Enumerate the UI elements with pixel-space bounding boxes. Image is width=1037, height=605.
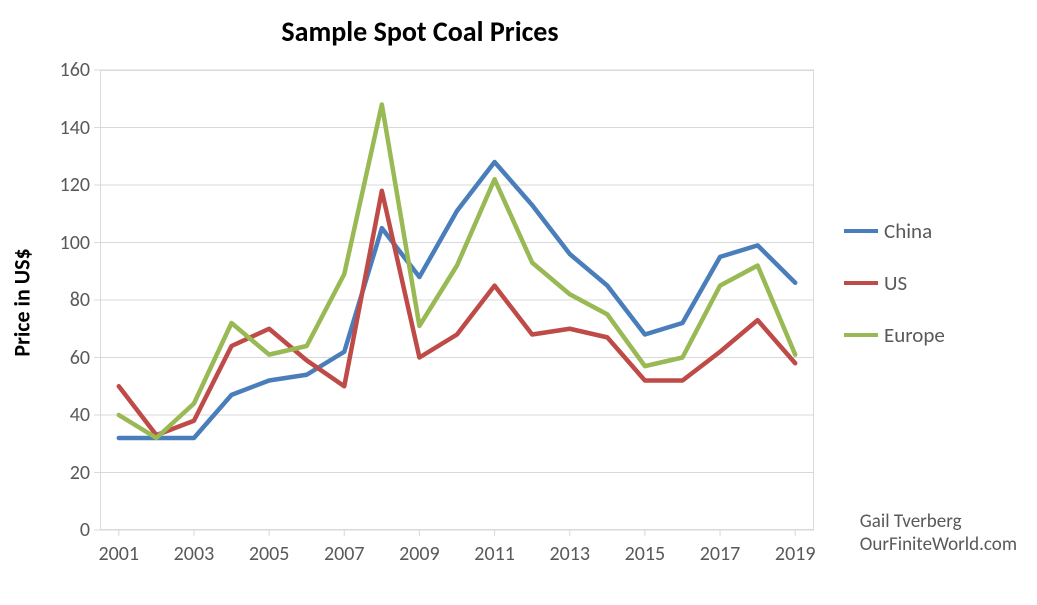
legend-label: Europe xyxy=(884,322,945,348)
chart-container: Sample Spot Coal Prices Price in US$ 0 20… xyxy=(0,0,1037,605)
x-tick-label: 2005 xyxy=(249,542,290,566)
legend-item: US xyxy=(844,270,945,296)
legend: China US Europe xyxy=(844,218,945,348)
y-tick-label: 0 xyxy=(46,518,90,542)
y-tick-label: 120 xyxy=(46,173,90,197)
x-tick-label: 2013 xyxy=(549,542,590,566)
legend-item: China xyxy=(844,218,945,244)
y-axis-label: Price in US$ xyxy=(10,0,34,605)
y-tick-label: 80 xyxy=(46,288,90,312)
x-tick-label: 2017 xyxy=(700,542,741,566)
legend-label: China xyxy=(884,218,932,244)
legend-item: Europe xyxy=(844,322,945,348)
attribution: Gail Tverberg OurFiniteWorld.com xyxy=(860,510,1017,558)
x-tick-label: 2009 xyxy=(399,542,440,566)
legend-label: US xyxy=(884,270,907,296)
y-tick-label: 140 xyxy=(46,116,90,140)
x-tick-label: 2015 xyxy=(625,542,666,566)
y-tick-label: 100 xyxy=(46,231,90,255)
attribution-line: OurFiniteWorld.com xyxy=(860,533,1017,557)
plot-area xyxy=(100,70,814,530)
x-tick-label: 2019 xyxy=(775,542,816,566)
attribution-line: Gail Tverberg xyxy=(860,510,1017,534)
x-tick-label: 2001 xyxy=(99,542,140,566)
y-tick-label: 160 xyxy=(46,58,90,82)
legend-swatch xyxy=(844,229,878,233)
y-tick-label: 40 xyxy=(46,403,90,427)
legend-swatch xyxy=(844,333,878,337)
chart-title: Sample Spot Coal Prices xyxy=(0,14,840,49)
x-tick-label: 2003 xyxy=(174,542,215,566)
legend-swatch xyxy=(844,281,878,285)
x-tick-label: 2007 xyxy=(324,542,365,566)
y-tick-label: 60 xyxy=(46,346,90,370)
y-tick-label: 20 xyxy=(46,461,90,485)
x-tick-label: 2011 xyxy=(474,542,515,566)
